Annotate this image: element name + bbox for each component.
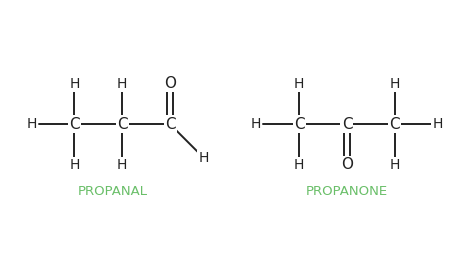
Text: H: H [433, 117, 443, 131]
Text: H: H [117, 77, 128, 91]
Text: H: H [294, 77, 304, 91]
Text: H: H [390, 158, 400, 172]
Text: PROPANONE: PROPANONE [306, 185, 388, 198]
Text: H: H [198, 151, 209, 165]
Text: PROPANAL: PROPANAL [78, 185, 148, 198]
Text: H: H [69, 77, 80, 91]
Text: H: H [26, 117, 36, 131]
Text: H: H [251, 117, 261, 131]
Text: C: C [390, 117, 400, 132]
Text: C: C [69, 117, 80, 132]
Text: C: C [165, 117, 175, 132]
Text: O: O [164, 76, 176, 91]
Text: H: H [294, 158, 304, 172]
Text: H: H [117, 158, 128, 172]
Text: H: H [390, 77, 400, 91]
Text: O: O [341, 157, 353, 172]
Text: C: C [117, 117, 128, 132]
Text: C: C [294, 117, 304, 132]
Text: C: C [342, 117, 352, 132]
Text: H: H [69, 158, 80, 172]
